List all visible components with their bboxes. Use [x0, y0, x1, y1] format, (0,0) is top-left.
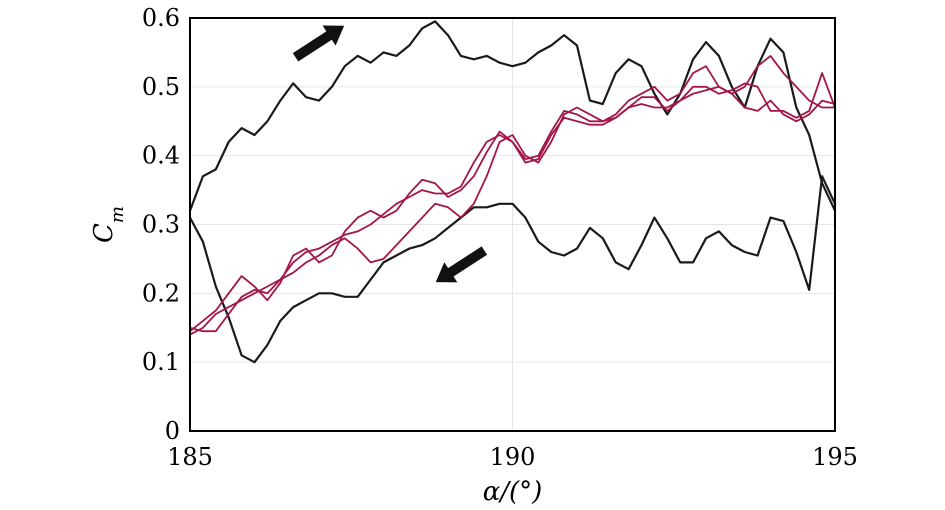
y-tick-label: 0 — [165, 417, 180, 445]
y-axis-title-subscript: m — [107, 206, 128, 223]
y-axis-title-main: C — [89, 223, 119, 243]
x-tick-label: 195 — [812, 443, 858, 471]
y-tick-label: 0.6 — [142, 4, 180, 32]
y-tick-label: 0.4 — [142, 142, 180, 170]
series-line-1 — [188, 20, 837, 212]
series-layer — [188, 20, 837, 364]
grid — [189, 17, 836, 432]
arrow-shape — [292, 25, 345, 62]
x-tick-label: 185 — [167, 443, 213, 471]
annotation-layer — [292, 25, 488, 283]
y-tick-label: 0.2 — [142, 279, 180, 307]
y-axis-title: Cm — [89, 206, 128, 243]
y-tick-label: 0.5 — [142, 73, 180, 101]
x-axis-title: α/(°) — [483, 477, 543, 507]
direction-arrow-1 — [292, 25, 345, 62]
x-tick-label: 190 — [490, 443, 536, 471]
series-line-2 — [188, 175, 837, 364]
y-tick-label: 0.1 — [142, 348, 180, 376]
direction-arrow-2 — [435, 246, 488, 283]
arrow-shape — [435, 246, 488, 283]
y-tick-label: 0.3 — [142, 211, 180, 239]
tick-layer: 0 0.1 0.2 0.3 0.4 0.5 0.6 185 190 195 — [142, 4, 858, 471]
plot-frame — [189, 17, 836, 432]
series-line-5 — [189, 72, 836, 333]
